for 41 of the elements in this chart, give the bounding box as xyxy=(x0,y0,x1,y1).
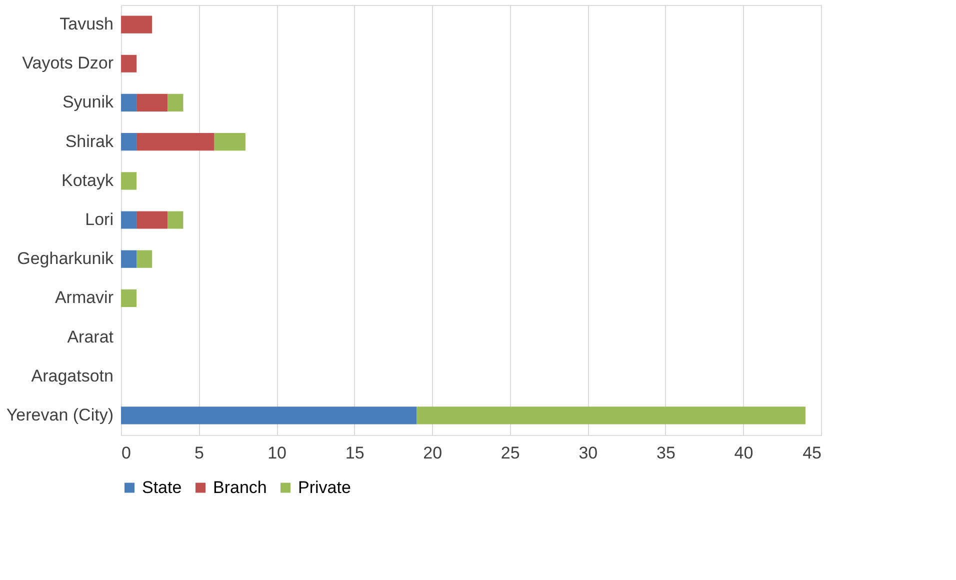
y-tick-label: Aragatsotn xyxy=(31,366,114,386)
bar xyxy=(121,94,137,112)
legend-label: Branch xyxy=(213,478,267,497)
y-tick-label: Vayots Dzor xyxy=(22,54,114,73)
x-tick-label: 25 xyxy=(500,444,520,462)
bar xyxy=(168,211,184,229)
y-tick-label: Tavush xyxy=(60,14,114,34)
bar xyxy=(168,94,184,112)
y-tick-label: Armavir xyxy=(54,288,114,308)
x-tick-label: 35 xyxy=(656,444,676,462)
bar xyxy=(136,211,168,229)
y-tick-label: Ararat xyxy=(67,327,114,346)
legend-label: State xyxy=(142,478,182,497)
legend-label: Private xyxy=(298,478,351,497)
bar xyxy=(121,250,137,268)
bar xyxy=(214,133,246,151)
x-tick-label: 5 xyxy=(194,444,204,462)
bar xyxy=(121,211,137,229)
x-tick-label: 20 xyxy=(423,444,442,462)
bar xyxy=(121,172,137,190)
y-tick-label: Shirak xyxy=(65,132,114,151)
y-tick-label: Gegharkunik xyxy=(17,249,114,268)
y-tick-label: Kotayk xyxy=(62,170,114,190)
bar xyxy=(136,133,214,151)
x-tick-label: 15 xyxy=(345,444,364,462)
x-tick-label: 10 xyxy=(268,444,287,462)
y-tick-label: Yerevan (City) xyxy=(6,405,114,424)
x-tick-label: 40 xyxy=(734,444,754,462)
bar xyxy=(136,94,168,112)
bar xyxy=(121,133,137,151)
bar xyxy=(121,289,137,307)
bar xyxy=(416,406,806,424)
y-tick-label: Lori xyxy=(85,210,114,229)
bar xyxy=(121,54,137,72)
x-tick-label: 0 xyxy=(122,444,131,462)
x-tick-label: 45 xyxy=(802,444,822,462)
y-tick-label: Syunik xyxy=(62,92,114,112)
x-tick-label: 30 xyxy=(578,444,598,462)
bar xyxy=(121,406,417,424)
bar xyxy=(121,16,152,34)
bar xyxy=(136,250,152,268)
